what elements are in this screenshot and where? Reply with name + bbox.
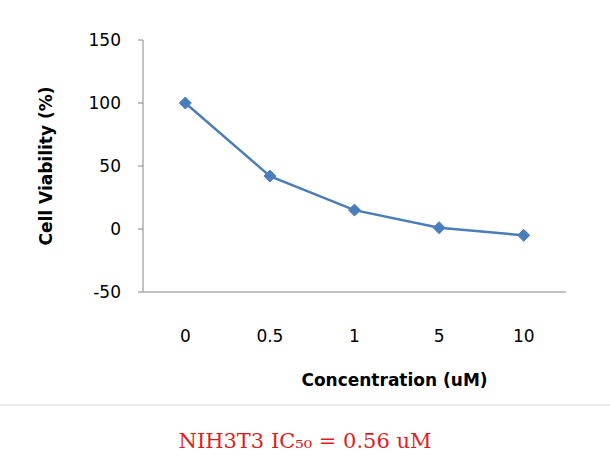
marker [433, 222, 445, 234]
y-tick [138, 229, 143, 230]
x-axis [143, 292, 566, 293]
x-tick-label: 5 [434, 326, 445, 346]
x-tick-label: 1 [349, 326, 360, 346]
x-axis-title: Concentration (uM) [301, 370, 487, 390]
y-tick [138, 103, 143, 104]
plot-area [179, 97, 529, 241]
y-tick-label: 100 [89, 93, 121, 113]
y-tick-label: 0 [110, 219, 121, 239]
x-tick-label: 10 [513, 326, 535, 346]
y-tick [138, 40, 143, 41]
marker [264, 170, 276, 182]
y-tick-label: -50 [93, 282, 121, 302]
x-tick-label: 0.5 [256, 326, 283, 346]
y-tick [138, 166, 143, 167]
y-tick [138, 292, 143, 293]
marker [518, 229, 530, 241]
series-line [185, 103, 523, 235]
marker [179, 97, 191, 109]
y-tick-label: 150 [89, 30, 121, 50]
y-tick-label: 50 [99, 156, 121, 176]
chart: -50 0 50 100 150 0 0.5 1 5 10 Concentration (uM) Ce… [0, 0, 610, 471]
frame-line [0, 405, 610, 406]
marker [349, 204, 361, 216]
x-tick-label: 0 [180, 326, 191, 346]
title: NIH3T3 IC₅₀ = 0.56 uM [179, 429, 432, 453]
y-axis-title: Cell Viability (%) [36, 86, 56, 245]
